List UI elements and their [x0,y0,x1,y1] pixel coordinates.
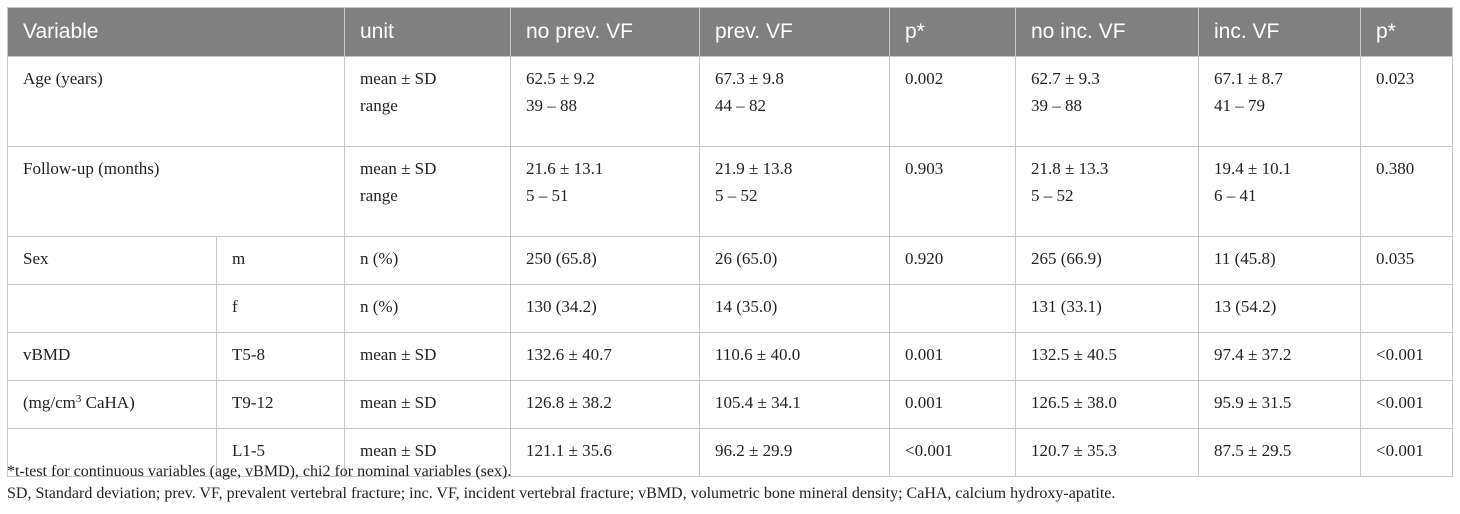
cell-variable: (mg/cm3 CaHA) [7,380,217,429]
cell-p-inc: <0.001 [1360,380,1453,429]
cell-prev: 26 (65.0) [699,236,890,285]
cell-variable: Follow-up (months) [7,146,345,237]
cell-p-inc: <0.001 [1360,428,1453,477]
cell-variable: vBMD [7,332,217,381]
cell-unit: mean ± SD [344,380,511,429]
cell-no-inc: 62.7 ± 9.3 39 – 88 [1015,56,1199,147]
cell-no-prev: 126.8 ± 38.2 [510,380,700,429]
cell-inc: 97.4 ± 37.2 [1198,332,1361,381]
table-row-vbmd-t5-8: vBMD T5-8 mean ± SD 132.6 ± 40.7 110.6 ±… [7,332,1453,381]
cell-p-prev: 0.001 [889,332,1016,381]
header-inc-vf: inc. VF [1198,7,1361,57]
cell-unit: n (%) [344,236,511,285]
cell-unit: mean ± SD [344,332,511,381]
cell-no-prev: 250 (65.8) [510,236,700,285]
data-table: Variable unit no prev. VF prev. VF p* no… [7,7,1453,477]
cell-variable: Age (years) [7,56,345,147]
header-prev-vf: prev. VF [699,7,890,57]
cell-p-inc: <0.001 [1360,332,1453,381]
header-p-prev: p* [889,7,1016,57]
cell-no-inc: 132.5 ± 40.5 [1015,332,1199,381]
cell-variable [7,284,217,333]
table-row-followup: Follow-up (months) mean ± SD range 21.6 ±… [7,146,1453,237]
cell-no-inc: 21.8 ± 13.3 5 – 52 [1015,146,1199,237]
header-row: Variable unit no prev. VF prev. VF p* no… [7,7,1453,57]
cell-inc: 11 (45.8) [1198,236,1361,285]
cell-no-inc: 131 (33.1) [1015,284,1199,333]
cell-p-inc: 0.023 [1360,56,1453,147]
cell-unit: mean ± SD [344,428,511,477]
cell-p-inc [1360,284,1453,333]
cell-no-inc: 120.7 ± 35.3 [1015,428,1199,477]
header-no-prev-vf: no prev. VF [510,7,700,57]
cell-p-prev: 0.001 [889,380,1016,429]
cell-unit: mean ± SD range [344,56,511,147]
cell-inc: 67.1 ± 8.7 41 – 79 [1198,56,1361,147]
cell-no-inc: 265 (66.9) [1015,236,1199,285]
cell-inc: 95.9 ± 31.5 [1198,380,1361,429]
cell-inc: 13 (54.2) [1198,284,1361,333]
cell-p-prev: 0.920 [889,236,1016,285]
cell-sub: T5-8 [216,332,345,381]
cell-no-inc: 126.5 ± 38.0 [1015,380,1199,429]
footnote-test: *t-test for continuous variables (age, v… [7,463,512,480]
cell-prev: 14 (35.0) [699,284,890,333]
cell-p-prev: 0.903 [889,146,1016,237]
cell-sub: m [216,236,345,285]
header-variable: Variable [7,7,345,57]
cell-sub: L1-5 [216,428,345,477]
cell-inc: 19.4 ± 10.1 6 – 41 [1198,146,1361,237]
cell-prev: 67.3 ± 9.8 44 – 82 [699,56,890,147]
cell-variable: Sex [7,236,217,285]
cell-p-inc: 0.035 [1360,236,1453,285]
table-row-vbmd-t9-12: (mg/cm3 CaHA) T9-12 mean ± SD 126.8 ± 38… [7,380,1453,429]
cell-p-prev: 0.002 [889,56,1016,147]
cell-inc: 87.5 ± 29.5 [1198,428,1361,477]
cell-no-prev: 21.6 ± 13.1 5 – 51 [510,146,700,237]
cell-no-prev: 121.1 ± 35.6 [510,428,700,477]
header-p-inc: p* [1360,7,1453,57]
table-row-age: Age (years) mean ± SD range 62.5 ± 9.2 39 … [7,56,1453,147]
table-footnotes: *t-test for continuous variables (age, v… [7,461,1115,505]
cell-p-inc: 0.380 [1360,146,1453,237]
table-row-sex-f: f n (%) 130 (34.2) 14 (35.0) 131 (33.1) … [7,284,1453,333]
cell-sub: T9-12 [216,380,345,429]
header-no-inc-vf: no inc. VF [1015,7,1199,57]
header-unit: unit [344,7,511,57]
table-row-sex-m: Sex m n (%) 250 (65.8) 26 (65.0) 0.920 2… [7,236,1453,285]
cell-no-prev: 62.5 ± 9.2 39 – 88 [510,56,700,147]
cell-variable [7,428,217,477]
cell-unit: n (%) [344,284,511,333]
footnote-abbreviations: SD, Standard deviation; prev. VF, preval… [7,485,1116,502]
cell-prev: 105.4 ± 34.1 [699,380,890,429]
table-row-vbmd-l1-5: L1-5 mean ± SD 121.1 ± 35.6 96.2 ± 29.9 … [7,428,1453,477]
cell-p-prev [889,284,1016,333]
cell-prev: 110.6 ± 40.0 [699,332,890,381]
cell-no-prev: 132.6 ± 40.7 [510,332,700,381]
cell-sub: f [216,284,345,333]
cell-unit: mean ± SD range [344,146,511,237]
cell-no-prev: 130 (34.2) [510,284,700,333]
cell-prev: 21.9 ± 13.8 5 – 52 [699,146,890,237]
table-container: Variable unit no prev. VF prev. VF p* no… [7,7,1453,477]
